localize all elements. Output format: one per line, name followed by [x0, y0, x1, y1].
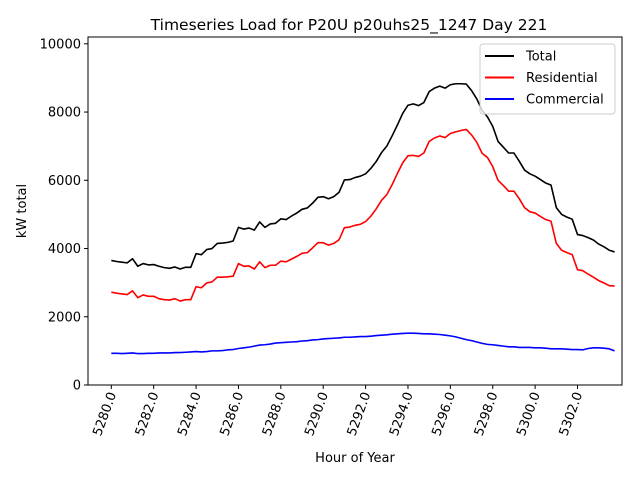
y-tick-label: 2000	[48, 310, 81, 325]
series-line-residential	[111, 128, 615, 302]
axes-layer	[87, 36, 623, 386]
legend-label-total: Total	[525, 50, 556, 65]
series-line-commercial	[111, 332, 615, 355]
chart-title: Timeseries Load for P20U p20uhs25_1247 D…	[150, 16, 548, 35]
legend-box	[479, 43, 616, 115]
series-layer	[111, 82, 615, 355]
y-tick-label: 4000	[48, 242, 81, 257]
plot-frame	[87, 36, 623, 386]
legend: Total Residential Commercial	[479, 43, 616, 115]
legend-label-commercial: Commercial	[526, 93, 604, 108]
x-axis-label: Hour of Year	[315, 451, 395, 466]
series-line-total	[111, 82, 615, 270]
y-tick-label: 10000	[40, 37, 81, 52]
y-tick-label: 0	[73, 379, 81, 394]
y-tick-label: 6000	[48, 174, 81, 189]
y-tick-label: 8000	[48, 106, 81, 121]
y-axis-label: kW total	[15, 184, 30, 238]
y-ticks: 0 2000 4000 6000 8000 10000	[40, 37, 88, 394]
legend-label-residential: Residential	[526, 71, 598, 86]
